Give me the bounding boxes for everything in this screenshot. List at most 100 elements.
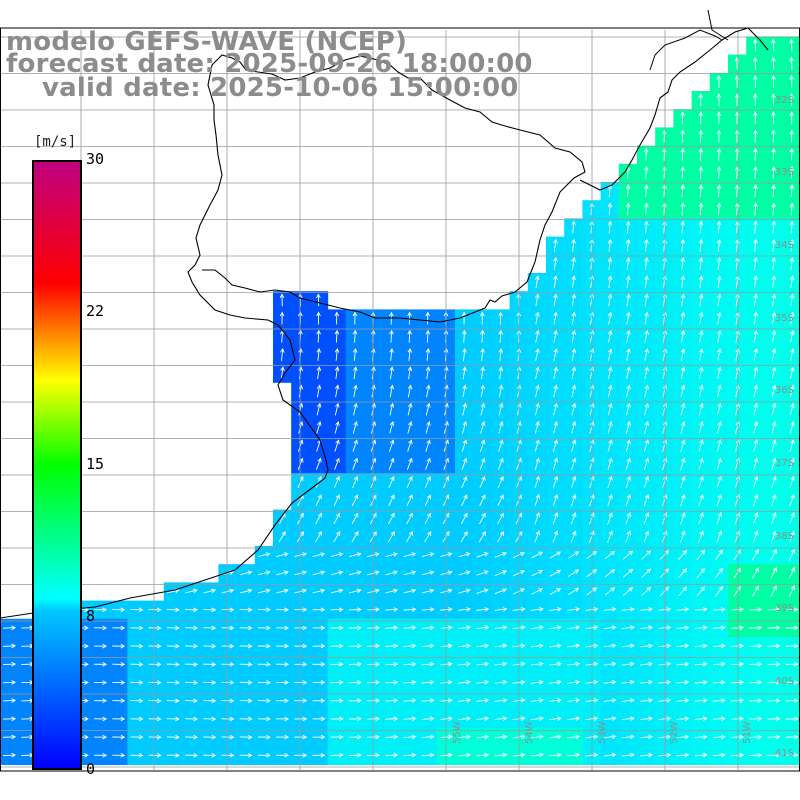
wind-arrow-head <box>626 384 631 390</box>
wind-arrow-head <box>120 734 126 740</box>
wind-arrow-head <box>575 607 581 612</box>
wind-arrow <box>734 531 740 543</box>
wind-arrow <box>353 348 356 361</box>
wind-arrow-head <box>608 475 613 481</box>
wind-arrow <box>586 569 597 578</box>
wind-arrow-head <box>629 734 635 740</box>
wind-arrow <box>203 589 216 594</box>
wind-arrow-head <box>102 643 108 649</box>
wind-arrow-head <box>279 311 285 317</box>
wind-arrow-head <box>193 625 199 631</box>
wind-arrow-head <box>789 202 795 208</box>
wind-arrow-head <box>611 698 617 703</box>
wind-arrow <box>497 531 504 543</box>
wind-arrow-head <box>590 457 595 463</box>
wind-arrow-head <box>429 588 435 594</box>
wind-arrow-head <box>302 643 308 649</box>
wind-arrow-head <box>193 680 199 685</box>
wind-arrow-head <box>448 698 453 703</box>
wind-arrow-head <box>466 661 472 667</box>
wind-arrow-head <box>793 607 799 612</box>
wind-arrow-head <box>698 293 704 299</box>
wind-arrow <box>498 421 503 434</box>
wind-arrow-head <box>448 679 453 685</box>
wind-arrow-head <box>538 607 544 612</box>
wind-arrow <box>494 588 507 595</box>
wind-arrow-head <box>229 625 235 631</box>
wind-arrow-head <box>499 439 504 445</box>
wind-arrow-head <box>480 366 485 372</box>
wind-arrow-head <box>425 384 431 390</box>
wind-arrow-head <box>757 752 763 758</box>
wind-arrow-head <box>211 625 217 631</box>
wind-arrow-head <box>680 311 686 317</box>
wind-arrow-head <box>753 111 758 117</box>
wind-arrow <box>749 736 762 738</box>
wind-arrow <box>749 645 762 647</box>
wind-arrow-head <box>717 329 722 335</box>
wind-arrow-head <box>407 329 412 335</box>
wind-arrow-head <box>753 165 758 171</box>
wind-arrow-head <box>302 734 308 740</box>
wind-arrow <box>662 440 667 452</box>
wind-arrow-head <box>593 661 599 667</box>
wind-arrow-head <box>390 494 395 500</box>
wind-arrow-head <box>753 384 759 390</box>
wind-arrow-head <box>681 512 686 518</box>
wind-arrow <box>790 166 793 179</box>
wind-arrow <box>534 512 540 525</box>
wind-arrow-head <box>535 493 540 499</box>
wind-arrow <box>552 494 558 507</box>
wind-arrow-head <box>466 643 472 649</box>
wind-arrow-head <box>317 457 322 463</box>
wind-arrow <box>572 221 575 234</box>
wind-arrow <box>607 458 612 470</box>
wind-arrow-head <box>607 184 613 189</box>
wind-arrow-head <box>775 643 781 649</box>
wind-arrow-head <box>175 662 180 667</box>
wind-arrow <box>567 569 579 577</box>
wind-arrow-head <box>716 184 722 189</box>
wind-arrow-head <box>120 680 126 685</box>
wind-arrow <box>603 626 616 630</box>
wind-arrow <box>426 330 429 343</box>
wind-arrow-head <box>535 439 540 445</box>
wind-arrow-head <box>700 549 706 555</box>
wind-arrow-head <box>717 275 722 281</box>
wind-arrow <box>403 681 416 684</box>
wind-arrow-head <box>156 625 162 631</box>
longitude-label: 53W <box>597 721 608 744</box>
wind-arrow-head <box>389 402 395 408</box>
wind-arrow <box>530 699 543 702</box>
wind-arrow-head <box>302 680 308 685</box>
wind-arrow-head <box>789 220 795 226</box>
wind-arrow-head <box>429 570 435 575</box>
wind-arrow-head <box>772 475 777 481</box>
wind-arrow <box>678 586 687 597</box>
wind-arrow-head <box>481 512 486 518</box>
wind-arrow <box>658 681 671 684</box>
wind-arrow-head <box>429 643 435 649</box>
wind-arrow-head <box>771 93 776 98</box>
wind-arrow-head <box>102 753 108 758</box>
wind-arrow-head <box>211 662 217 667</box>
wind-arrow-head <box>717 512 722 518</box>
wind-arrow-head <box>211 643 217 649</box>
wind-arrow <box>626 276 630 289</box>
wind-arrow-head <box>589 293 595 299</box>
wind-arrow-head <box>753 129 758 135</box>
wind-arrow <box>640 644 653 648</box>
wind-arrow <box>403 663 416 666</box>
wind-arrow <box>753 440 758 452</box>
wind-arrow-head <box>648 698 653 703</box>
wind-arrow <box>494 608 507 611</box>
wind-arrow-head <box>739 752 745 758</box>
wind-arrow-head <box>338 552 344 557</box>
wind-arrow <box>749 718 762 720</box>
wind-arrow-head <box>680 366 686 372</box>
wind-arrow <box>476 663 489 666</box>
wind-arrow <box>333 476 340 488</box>
wind-arrow-head <box>646 550 652 555</box>
wind-arrow <box>390 330 393 343</box>
wind-arrow-head <box>425 347 431 353</box>
